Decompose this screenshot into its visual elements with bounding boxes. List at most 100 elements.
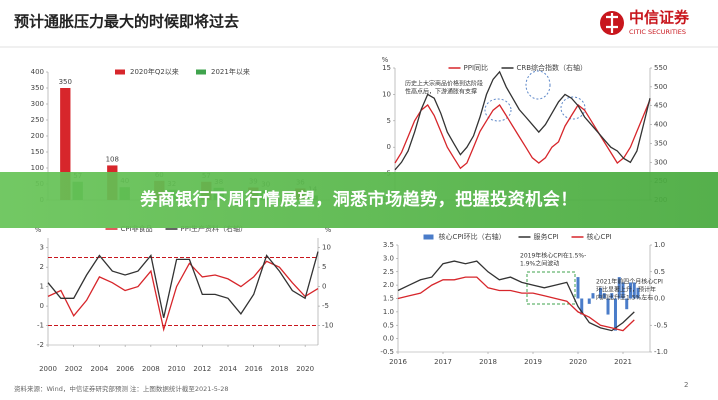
bar bbox=[629, 282, 633, 299]
bar bbox=[591, 293, 595, 299]
y-tick-label: 250 bbox=[31, 116, 44, 124]
y2-tick-label: 5 bbox=[322, 263, 326, 271]
annotation: 性高点后，下游通胀有支撑 bbox=[405, 88, 477, 96]
x-tick-label: 2000 bbox=[39, 365, 57, 373]
legend-label: 2021年以来 bbox=[211, 67, 250, 76]
bar bbox=[576, 277, 580, 299]
y-tick-label: 2.5 bbox=[383, 268, 394, 276]
y-tick-label: 200 bbox=[31, 132, 44, 140]
legend-label: 核心CPI环比（右轴） bbox=[439, 232, 506, 241]
bar bbox=[632, 282, 636, 299]
bar bbox=[587, 298, 591, 304]
y2-tick-label: 450 bbox=[654, 102, 667, 110]
slide-title: 预计通胀压力最大的时候即将过去 bbox=[14, 13, 239, 31]
y2-tick-label: -0.5 bbox=[654, 321, 668, 329]
y-tick-label: 3.0 bbox=[383, 254, 394, 262]
x-tick-label: 2004 bbox=[91, 365, 109, 373]
y-tick-label: 0.0 bbox=[383, 335, 394, 343]
logo-en: CITIC SECURITIES bbox=[629, 28, 686, 36]
bar bbox=[599, 287, 602, 299]
bar bbox=[636, 287, 640, 299]
legend-label: CPI非食品 bbox=[121, 224, 153, 233]
y-tick-label: 300 bbox=[31, 100, 44, 108]
y2-tick-label: 0.5 bbox=[654, 268, 665, 276]
legend-label: CRB综合指数（右轴） bbox=[517, 63, 588, 72]
legend-label: 核心CPI bbox=[587, 232, 612, 241]
bar bbox=[602, 293, 606, 299]
legend-swatch bbox=[115, 69, 125, 75]
line bbox=[47, 251, 319, 318]
legend-label: PPI生产资料（右轴） bbox=[181, 224, 248, 233]
line bbox=[394, 70, 651, 171]
legend-swatch bbox=[423, 234, 434, 240]
annotation: 2019年核心CPI在1.5%- bbox=[520, 252, 586, 260]
x-tick-label: 2010 bbox=[168, 365, 186, 373]
y-tick-label: 350 bbox=[31, 84, 44, 92]
bar bbox=[610, 293, 614, 299]
x-tick-label: 2018 bbox=[271, 365, 289, 373]
x-tick-label: 2021 bbox=[614, 358, 632, 366]
x-tick-label: 2002 bbox=[65, 365, 83, 373]
y-tick-label: -0.5 bbox=[380, 348, 394, 356]
y-tick-label: 1.0 bbox=[383, 308, 394, 316]
value-label: 108 bbox=[106, 155, 119, 163]
y2-tick-label: 300 bbox=[654, 158, 667, 166]
logo-text: 中信证券 bbox=[629, 9, 690, 27]
y-tick-label: 2 bbox=[40, 263, 44, 271]
annotation: 1.9%之间波动 bbox=[520, 260, 559, 268]
bar bbox=[580, 298, 584, 315]
y-unit: % bbox=[382, 56, 389, 64]
y2-tick-label: 10 bbox=[322, 244, 331, 252]
y2-tick-label: -5 bbox=[322, 302, 329, 310]
y2-tick-label: 550 bbox=[654, 64, 667, 72]
x-tick-label: 2006 bbox=[116, 365, 134, 373]
y-tick-label: 3 bbox=[40, 244, 44, 252]
bar bbox=[606, 298, 610, 315]
bar bbox=[613, 298, 617, 331]
y-tick-label: -1 bbox=[37, 322, 44, 330]
y-tick-label: 5 bbox=[387, 117, 391, 125]
highlight-ellipse bbox=[525, 70, 551, 100]
x-tick-label: 2019 bbox=[524, 358, 542, 366]
x-tick-label: 2020 bbox=[569, 358, 587, 366]
bar bbox=[60, 88, 71, 200]
highlight-ellipse bbox=[484, 98, 512, 122]
legend-label: 2020年Q2以来 bbox=[130, 67, 179, 76]
y2-tick-label: -10 bbox=[322, 322, 333, 330]
y-tick-label: 0 bbox=[40, 302, 44, 310]
promo-banner: 券商银行下周行情展望，洞悉市场趋势，把握投资机会！ bbox=[0, 172, 718, 228]
y2-tick-label: 0.0 bbox=[654, 295, 665, 303]
annotation: 2021年前四个月核心CPI bbox=[596, 278, 663, 286]
line bbox=[397, 260, 635, 332]
y-tick-label: 3.5 bbox=[383, 241, 394, 249]
x-tick-label: 2014 bbox=[219, 365, 237, 373]
y2-tick-label: 0 bbox=[322, 283, 326, 291]
x-tick-label: 2020 bbox=[296, 365, 314, 373]
x-tick-label: 2016 bbox=[389, 358, 407, 366]
y-tick-label: 0 bbox=[387, 143, 391, 151]
bar bbox=[617, 277, 621, 299]
line bbox=[394, 99, 651, 170]
x-tick-label: 2012 bbox=[193, 365, 211, 373]
y2-tick-label: -1.0 bbox=[654, 348, 668, 356]
annotation: 内同比升至1.5%左右 bbox=[596, 294, 653, 302]
x-tick-label: 2018 bbox=[479, 358, 497, 366]
footer-source: 资料来源：Wind，中信证券研究部预测 注：上图数据统计截至2021-5-28 bbox=[14, 384, 229, 393]
legend-label: 服务CPI bbox=[534, 232, 559, 241]
bar bbox=[625, 298, 629, 310]
y2-tick-label: 400 bbox=[654, 121, 667, 129]
highlight-box bbox=[526, 271, 576, 305]
y-tick-label: 10 bbox=[382, 90, 391, 98]
logo-mark bbox=[606, 13, 618, 33]
legend-swatch bbox=[196, 69, 206, 75]
y-tick-label: 0.5 bbox=[383, 321, 394, 329]
page-number: 2 bbox=[684, 381, 688, 389]
y2-tick-label: 350 bbox=[654, 139, 667, 147]
legend-label: PPI同比 bbox=[464, 63, 489, 72]
y-tick-label: 1.5 bbox=[383, 295, 394, 303]
y-tick-label: 2.0 bbox=[383, 281, 394, 289]
line bbox=[397, 276, 635, 332]
y-tick-label: 400 bbox=[31, 68, 44, 76]
